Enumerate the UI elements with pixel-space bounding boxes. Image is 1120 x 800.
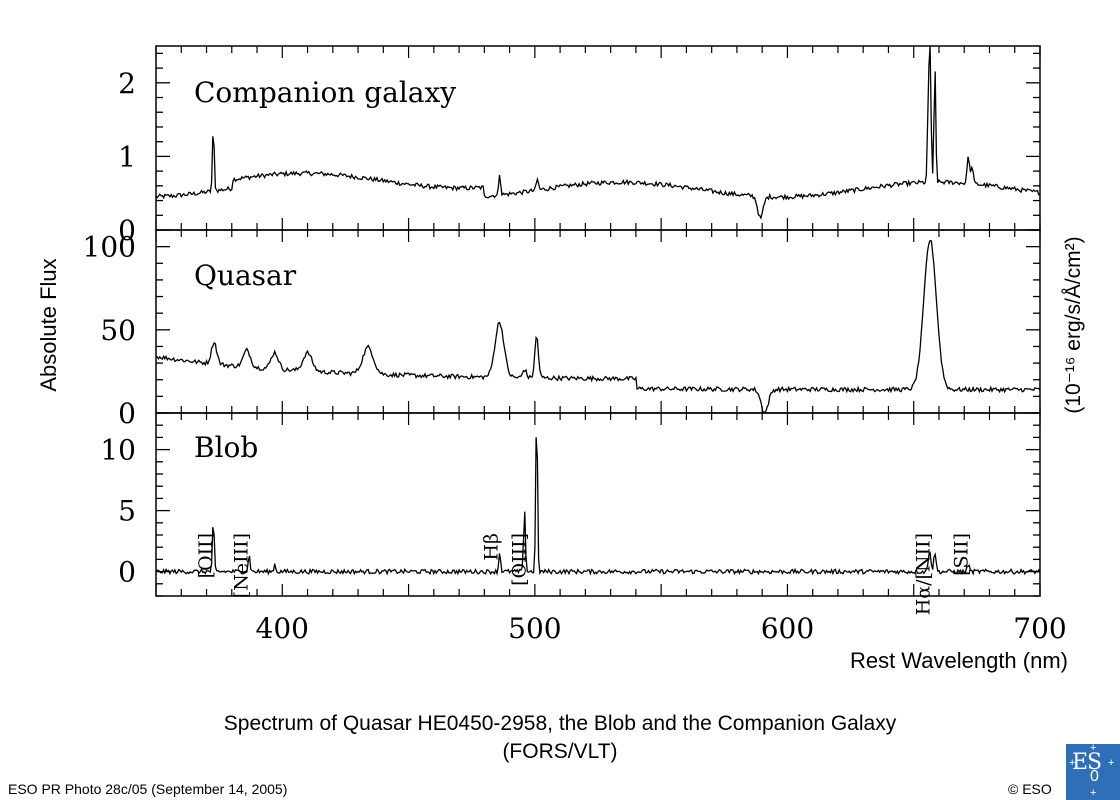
x-tick-label: 600 bbox=[761, 612, 814, 645]
y-tick-label: 1 bbox=[118, 140, 136, 173]
x-tick-label: 500 bbox=[508, 612, 561, 645]
y-tick-label: 10 bbox=[100, 434, 136, 467]
panel-companion-galaxy: 0 1 2 Companion galaxy bbox=[118, 45, 1041, 247]
y-tick-label: 100 bbox=[83, 231, 136, 264]
line-annotation: Hβ bbox=[480, 533, 502, 561]
x-tick-label: 400 bbox=[256, 612, 309, 645]
copyright-notice: © ESO bbox=[1008, 781, 1052, 797]
panel-frame bbox=[155, 229, 1041, 414]
y-axis-label: Absolute Flux bbox=[36, 258, 61, 391]
y-tick-label: 0 bbox=[118, 214, 136, 247]
line-annotation: [NeIII] bbox=[230, 533, 252, 598]
y-tick-label: 50 bbox=[100, 314, 136, 347]
y-tick-label: 5 bbox=[118, 495, 136, 528]
line-annotation: [OII] bbox=[195, 533, 217, 578]
line-annotation: Hα/[NII] bbox=[912, 533, 934, 615]
spectrum-line-blob bbox=[155, 437, 1041, 576]
panel-frame bbox=[155, 45, 1041, 231]
y-tick-label: 0 bbox=[118, 556, 136, 589]
x-axis-label: Rest Wavelength (nm) bbox=[850, 648, 1068, 673]
panel-frame bbox=[155, 412, 1041, 597]
chart-panels: 0 1 2 Companion galaxy 0 50 100 Quasar 0 5 10 Blob [… bbox=[83, 45, 1041, 615]
y-tick-label: 2 bbox=[118, 67, 136, 100]
panel-label: Companion galaxy bbox=[194, 76, 456, 109]
panel-quasar: 0 50 100 Quasar bbox=[83, 229, 1041, 430]
spectrum-line-companion-galaxy bbox=[155, 45, 1041, 220]
eso-logo-icon: + + ES + 0 + bbox=[1066, 743, 1120, 800]
x-axis: 400 500 600 700 bbox=[256, 612, 1067, 645]
x-tick-label: 700 bbox=[1013, 612, 1066, 645]
caption-line-1: Spectrum of Quasar HE0450-2958, the Blob… bbox=[223, 712, 897, 735]
panel-blob: 0 5 10 Blob [OII] [NeIII] Hβ [OIII] Hα/[NII] [SII… bbox=[100, 412, 1041, 615]
y-tick-label: 0 bbox=[118, 397, 136, 430]
photo-credit: ESO PR Photo 28c/05 (September 14, 2005) bbox=[8, 781, 288, 797]
panel-label: Blob bbox=[194, 431, 258, 464]
y-axis-units-label: (10⁻¹⁶ erg/s/Å/cm²) bbox=[1062, 236, 1085, 413]
caption-line-2: (FORS/VLT) bbox=[502, 740, 618, 763]
panel-label: Quasar bbox=[194, 259, 297, 292]
line-annotation: [OIII] bbox=[508, 533, 530, 586]
line-annotation: [SII] bbox=[950, 533, 972, 576]
eso-logo-text: ES bbox=[1072, 750, 1102, 775]
spectrum-line-quasar bbox=[155, 239, 1041, 414]
